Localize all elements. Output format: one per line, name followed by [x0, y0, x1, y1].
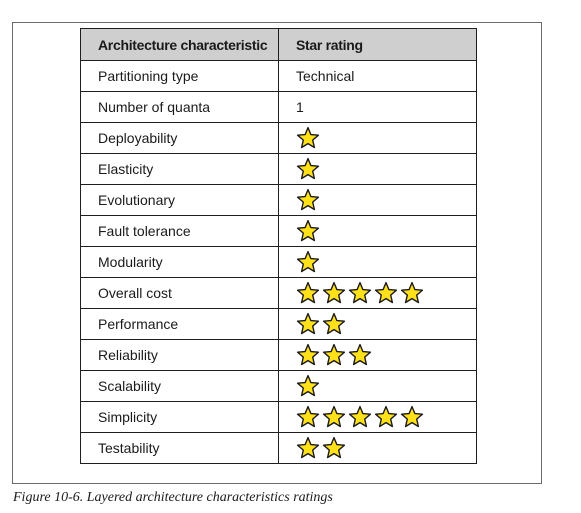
star-icon [322, 312, 346, 335]
characteristic-cell: Elasticity [80, 153, 279, 185]
star-rating [296, 186, 320, 215]
star-rating-cell [278, 308, 477, 340]
star-rating [296, 372, 320, 401]
characteristic-cell: Testability [80, 432, 279, 464]
characteristic-cell: Modularity [80, 246, 279, 278]
characteristic-cell: Simplicity [80, 401, 279, 433]
star-icon [348, 405, 372, 428]
star-icon [322, 343, 346, 366]
table-row: Fault tolerance [80, 215, 477, 247]
star-icon [322, 436, 346, 459]
star-icon [374, 281, 398, 304]
star-icon [296, 374, 320, 397]
table-row: Testability [80, 432, 477, 464]
star-icon [296, 126, 320, 149]
star-rating-cell [278, 432, 477, 464]
table-body: Partitioning type Technical Number of quan… [80, 60, 477, 464]
star-rating [296, 310, 346, 339]
star-rating-cell [278, 339, 477, 371]
star-icon [296, 281, 320, 304]
star-icon [296, 436, 320, 459]
star-rating [296, 279, 424, 308]
rating-value-cell: 1 [278, 91, 477, 123]
star-icon [322, 405, 346, 428]
characteristic-cell: Overall cost [80, 277, 279, 309]
characteristic-cell: Number of quanta [80, 91, 279, 123]
table-row: Number of quanta 1 [80, 91, 477, 123]
star-icon [400, 281, 424, 304]
table-row: Modularity [80, 246, 477, 278]
star-rating [296, 403, 424, 432]
star-rating-cell [278, 246, 477, 278]
star-icon [400, 405, 424, 428]
star-rating-cell [278, 184, 477, 216]
ratings-table: Architecture characteristic Star rating … [80, 28, 477, 464]
star-rating-cell [278, 370, 477, 402]
header-characteristic: Architecture characteristic [80, 28, 279, 61]
star-rating-cell [278, 153, 477, 185]
table-row: Partitioning type Technical [80, 60, 477, 92]
figure-frame [12, 22, 542, 484]
star-rating [296, 434, 346, 463]
table-row: Simplicity [80, 401, 477, 433]
table-row: Deployability [80, 122, 477, 154]
star-rating [296, 155, 320, 184]
characteristic-cell: Reliability [80, 339, 279, 371]
star-icon [296, 219, 320, 242]
header-star-rating: Star rating [278, 28, 477, 61]
table-row: Reliability [80, 339, 477, 371]
table-row: Scalability [80, 370, 477, 402]
star-icon [296, 343, 320, 366]
star-icon [374, 405, 398, 428]
table-header-row: Architecture characteristic Star rating [80, 28, 477, 61]
figure-caption: Figure 10-6. Layered architecture charac… [13, 490, 333, 505]
star-icon [296, 250, 320, 273]
star-icon [348, 281, 372, 304]
star-rating [296, 217, 320, 246]
star-rating [296, 248, 320, 277]
characteristic-cell: Performance [80, 308, 279, 340]
star-icon [348, 343, 372, 366]
star-icon [296, 157, 320, 180]
star-rating-cell [278, 122, 477, 154]
star-rating-cell [278, 277, 477, 309]
star-rating [296, 124, 320, 153]
table-row: Evolutionary [80, 184, 477, 216]
star-icon [296, 312, 320, 335]
star-rating-cell [278, 401, 477, 433]
star-icon [296, 405, 320, 428]
characteristic-cell: Evolutionary [80, 184, 279, 216]
characteristic-cell: Partitioning type [80, 60, 279, 92]
characteristic-cell: Scalability [80, 370, 279, 402]
table-row: Performance [80, 308, 477, 340]
rating-value-cell: Technical [278, 60, 477, 92]
star-icon [296, 188, 320, 211]
table-row: Overall cost [80, 277, 477, 309]
star-rating-cell [278, 215, 477, 247]
star-rating [296, 341, 372, 370]
star-icon [322, 281, 346, 304]
characteristic-cell: Fault tolerance [80, 215, 279, 247]
table-row: Elasticity [80, 153, 477, 185]
characteristic-cell: Deployability [80, 122, 279, 154]
